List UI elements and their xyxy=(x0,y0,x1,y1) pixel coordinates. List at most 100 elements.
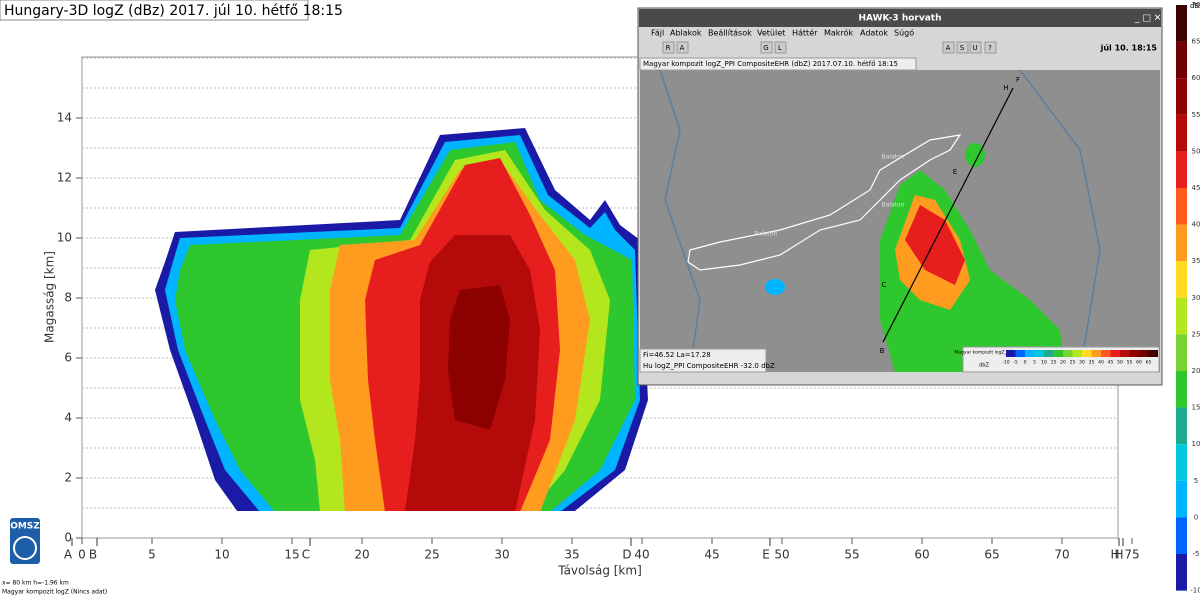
map-label: Balaton xyxy=(882,154,905,161)
legend-tick-label: 20 xyxy=(1060,360,1066,366)
legend-title: Magyar kompozit logZ_PPI xyxy=(954,350,1013,356)
x-tick-label: 50 xyxy=(774,548,789,562)
legend-unit: dbZ xyxy=(979,363,989,369)
x-tick-label: 65 xyxy=(984,548,999,562)
y-tick-label: 4 xyxy=(64,411,72,425)
toolbar-label[interactable]: A xyxy=(680,44,685,52)
map-point: B xyxy=(880,347,885,355)
toolbar-label[interactable]: L xyxy=(778,44,782,52)
legend-swatch xyxy=(1044,350,1054,357)
colorbar-swatch xyxy=(1176,554,1187,591)
y-axis-label: Magasság [km] xyxy=(43,251,57,343)
window-date: júl 10. 18:15 xyxy=(1100,44,1158,53)
logo: OMSZ xyxy=(10,522,40,532)
y-tick-label: 10 xyxy=(57,231,72,245)
colorbar-tick-label: -10 xyxy=(1190,587,1200,595)
legend-tick-label: 0 xyxy=(1024,360,1027,366)
toolbar-label[interactable]: G xyxy=(763,44,768,52)
title-box xyxy=(0,0,309,21)
title: Hungary-3D logZ (dBz) 2017. júl 10. hétf… xyxy=(4,3,343,19)
readout-box xyxy=(639,348,767,373)
menu-item[interactable]: Adatok xyxy=(860,29,888,38)
toolbar-label[interactable]: ? xyxy=(988,44,992,52)
y-tick-label: 2 xyxy=(64,471,72,485)
toolbar-label[interactable]: R xyxy=(666,44,671,52)
colorbar-tick-label: 5 xyxy=(1194,477,1198,485)
toolbar-button[interactable] xyxy=(969,41,982,54)
menu-item[interactable]: Vetület xyxy=(757,29,785,38)
toolbar-button[interactable] xyxy=(956,41,969,54)
legend-tick-label: 10 xyxy=(1041,360,1047,366)
x-tick-label: 45 xyxy=(704,548,719,562)
readout: Hu logZ_PPI CompositeEHR -32.0 dbZ xyxy=(643,362,775,370)
menu-item[interactable]: Makrók xyxy=(824,28,853,38)
toolbar-button[interactable] xyxy=(662,41,675,54)
legend-swatch xyxy=(1025,350,1035,357)
toolbar-button[interactable] xyxy=(942,41,955,54)
legend-swatch xyxy=(1148,350,1158,357)
legend-swatch xyxy=(1110,350,1120,357)
colorbar-tick-label: 30 xyxy=(1192,294,1200,302)
toolbar-button[interactable] xyxy=(760,41,773,54)
colorbar-swatch xyxy=(1176,444,1187,481)
toolbar-label[interactable]: S xyxy=(960,44,965,52)
toolbar-button[interactable] xyxy=(774,41,787,54)
x-tick-label: 55 xyxy=(844,548,859,562)
rivers xyxy=(659,70,1101,372)
colorbar-swatch xyxy=(1176,517,1187,554)
legend-swatch xyxy=(1091,350,1101,357)
colorbar-tick-label: 25 xyxy=(1192,330,1200,338)
colorbar-swatch xyxy=(1176,78,1187,115)
legend-swatch xyxy=(1072,350,1082,357)
colorbar-tick-label: 40 xyxy=(1192,221,1200,229)
colorbar-swatch xyxy=(1176,151,1187,188)
point-label: A xyxy=(64,548,73,562)
colorbar-tick-label: -5 xyxy=(1193,550,1200,558)
x-tick-label: 75 xyxy=(1124,548,1139,562)
toolbar-button[interactable] xyxy=(984,41,997,54)
map-echo-5 xyxy=(765,279,785,295)
menu-item[interactable]: Fájl xyxy=(651,29,664,38)
status-0: x= 80 km h=-1.96 km xyxy=(2,580,69,587)
menu-item[interactable]: Háttér xyxy=(792,28,818,38)
x-tick-label: 30 xyxy=(494,548,509,562)
menu-item[interactable]: Súgó xyxy=(894,28,914,38)
y-tick-label: 8 xyxy=(64,291,72,305)
band-7 xyxy=(448,285,510,430)
toolbar-label[interactable]: U xyxy=(972,44,977,52)
map-echo-3 xyxy=(905,205,965,285)
menu-item[interactable]: Ablakok xyxy=(670,29,702,38)
legend-swatch xyxy=(1053,350,1063,357)
x-tick-label: 35 xyxy=(564,548,579,562)
legend-swatch xyxy=(1101,350,1111,357)
legend-swatch xyxy=(1063,350,1073,357)
window-buttons[interactable]: _ □ ✕ xyxy=(1134,14,1161,24)
menu-item[interactable]: Beállítások xyxy=(708,29,752,38)
legend-tick-label: -10 xyxy=(1002,360,1009,366)
legend-tick-label: 45 xyxy=(1108,360,1114,366)
legend-swatch xyxy=(1034,350,1044,357)
colorbar-tick-label: 20 xyxy=(1192,367,1200,375)
colorbar-swatch xyxy=(1176,261,1187,298)
toolbar-label[interactable]: A xyxy=(946,44,951,52)
window-titlebar xyxy=(639,9,1161,27)
point-label: B xyxy=(89,548,97,562)
point-label: C xyxy=(302,548,310,562)
point-label: H xyxy=(1110,548,1119,562)
hawk-window: HAWK-3 horvath _ □ ✕ Fájl Ablakok Beállítá… xyxy=(637,7,1163,386)
map-echo-4 xyxy=(965,143,985,167)
colorbar-tick-label: 60 xyxy=(1192,74,1200,82)
window-title: HAWK-3 horvath xyxy=(858,14,941,24)
colorbar-swatch xyxy=(1176,224,1187,262)
x-tick-label: 0 xyxy=(78,548,86,562)
map-point: F xyxy=(1016,76,1020,84)
toolbar-button[interactable] xyxy=(676,41,689,54)
colorbar-swatch xyxy=(1176,334,1187,371)
legend-tick-label: -5 xyxy=(1013,360,1018,366)
map-label: Balaton xyxy=(882,202,905,209)
colorbar-swatch xyxy=(1176,114,1187,152)
x-tick-label: 15 xyxy=(284,548,299,562)
point-label: D xyxy=(622,548,631,562)
